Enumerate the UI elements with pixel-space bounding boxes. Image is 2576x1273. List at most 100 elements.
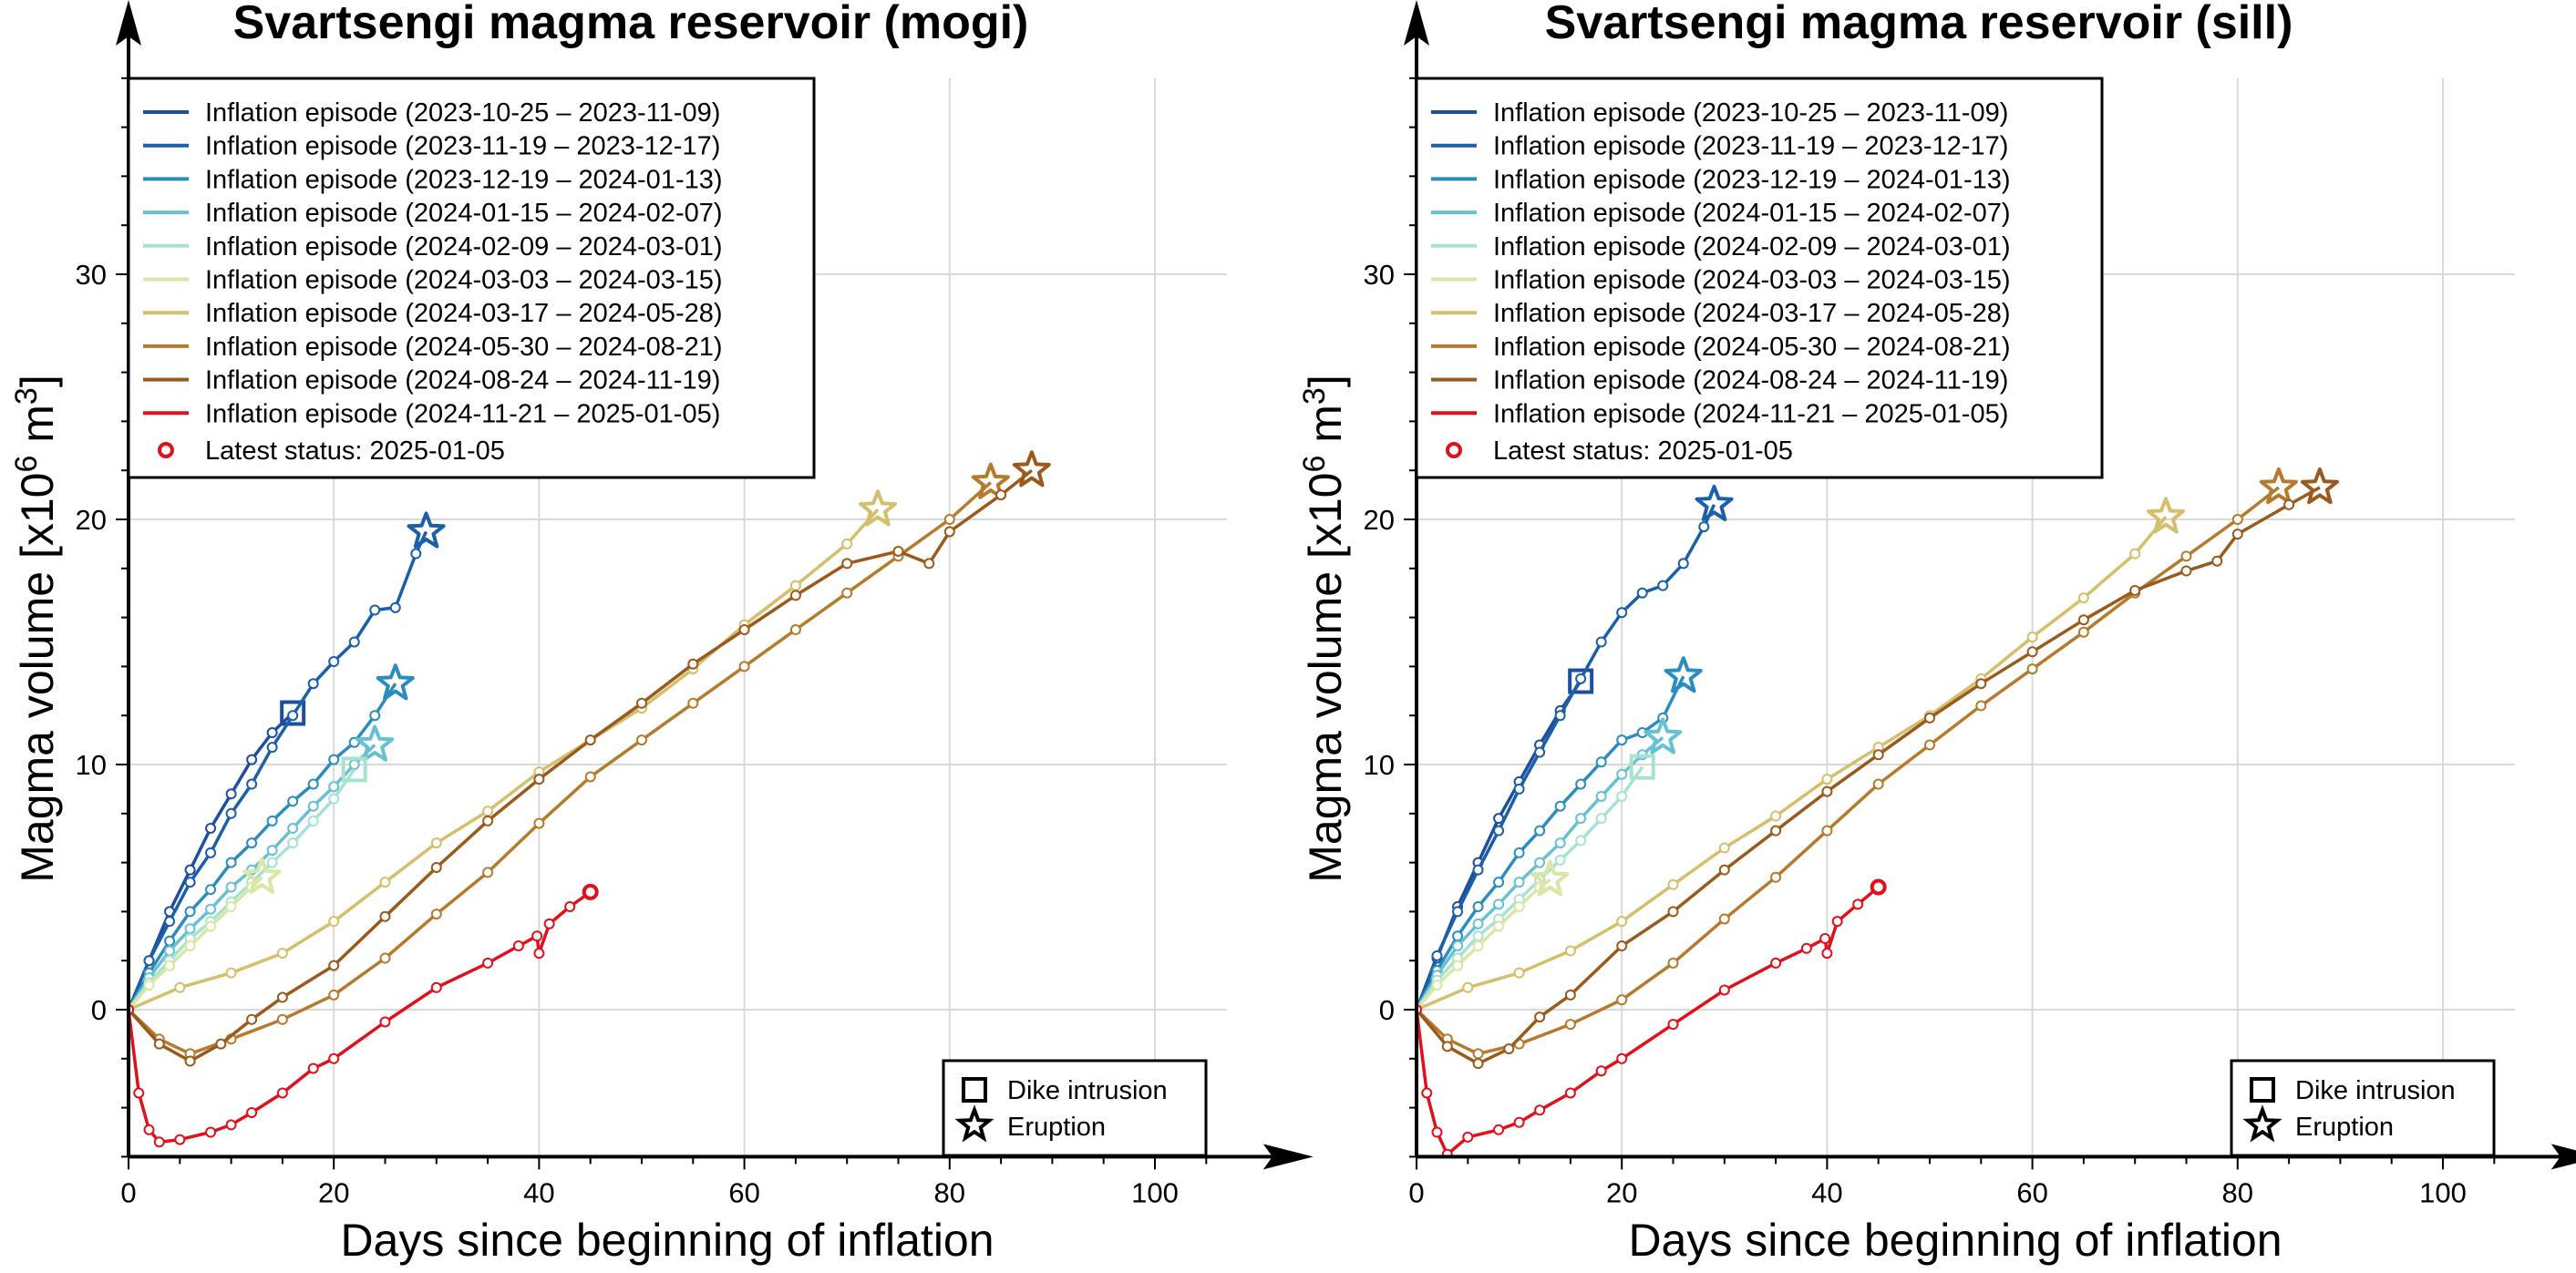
data-point: [1595, 1065, 1607, 1077]
x-tick-label: 0: [120, 1176, 136, 1208]
data-point: [1513, 901, 1525, 913]
data-point: [2026, 631, 2038, 643]
legend-label: Inflation episode (2023-10-25 – 2023-11-…: [1493, 98, 2008, 128]
data-point: [287, 822, 299, 834]
data-point: [225, 857, 237, 868]
data-point: [1872, 749, 1884, 761]
panel-sill: Svartsengi magma reservoir (sill) Days s…: [1297, 0, 2576, 1266]
legend-rows: Inflation episode (2023-10-25 – 2023-11-…: [143, 98, 723, 428]
legend-label: Inflation episode (2024-08-24 – 2024-11-…: [205, 366, 720, 395]
legend-label: Inflation episode (2023-11-19 – 2023-12-…: [1493, 132, 2008, 161]
data-point: [1472, 1058, 1484, 1070]
legend-entry: Inflation episode (2024-01-15 – 2024-02-…: [1431, 199, 2011, 228]
data-point: [995, 489, 1007, 501]
data-point: [215, 1038, 227, 1050]
data-point: [1575, 778, 1587, 790]
data-point: [531, 930, 543, 942]
y-ticks: 0 10 20 30: [76, 259, 107, 1026]
data-point: [266, 857, 278, 868]
eruption-marker: [1530, 859, 1570, 897]
data-point: [1472, 1048, 1484, 1060]
data-point: [348, 636, 360, 648]
data-point: [307, 815, 319, 826]
series-line: [128, 890, 592, 1145]
x-axis-label: Days since beginning of inflation: [340, 1215, 994, 1266]
data-point: [2026, 663, 2038, 675]
data-point: [379, 910, 391, 922]
data-point: [1554, 800, 1566, 812]
latest-status-marker-icon: [158, 442, 174, 458]
legend-entry: Inflation episode (2024-05-30 – 2024-08-…: [1431, 333, 2011, 362]
data-point: [1472, 864, 1484, 876]
legend-entry: Inflation episode (2024-03-17 – 2024-05-…: [143, 299, 723, 328]
eruption-label: Eruption: [1007, 1113, 1106, 1142]
data-point: [584, 771, 596, 783]
data-point: [636, 697, 647, 709]
legend-label: Inflation episode (2024-03-03 – 2024-03-…: [1493, 266, 2011, 295]
data-point: [225, 788, 237, 800]
data-point: [1770, 957, 1782, 969]
eruption-marker: [2300, 467, 2339, 505]
data-point: [841, 538, 853, 549]
data-point: [1564, 1019, 1576, 1031]
data-point: [1718, 864, 1730, 876]
data-point: [430, 909, 442, 920]
legend-label: Inflation episode (2024-01-15 – 2024-02-…: [205, 199, 723, 228]
x-ticks: 0 20 40 60 80 100: [1408, 1176, 2466, 1208]
data-point: [533, 774, 545, 785]
data-point: [307, 678, 319, 690]
series-line: [1416, 486, 2321, 1065]
data-point: [328, 1052, 340, 1064]
data-point: [369, 604, 381, 616]
data-point: [636, 734, 647, 746]
data-point: [184, 923, 196, 935]
data-point: [184, 940, 196, 952]
y-tick-label: 0: [91, 994, 107, 1026]
data-point: [1595, 636, 1607, 648]
data-point: [533, 817, 545, 829]
eruption-marker: [2259, 467, 2298, 505]
data-point: [1554, 710, 1566, 722]
square-icon: [2250, 1077, 2275, 1103]
panel-mogi: Svartsengi magma reservoir (mogi) Days s…: [9, 0, 1314, 1266]
data-point: [482, 815, 494, 826]
data-point: [1472, 930, 1484, 942]
star-icon: [954, 1104, 994, 1143]
dike-intrusion-marker: [1568, 668, 1594, 694]
data-point: [1616, 768, 1628, 780]
data-point: [1421, 1087, 1433, 1099]
data-point: [1821, 948, 1833, 960]
data-point: [1975, 700, 1987, 712]
legend-label: Inflation episode (2024-01-15 – 2024-02-…: [1493, 199, 2011, 228]
legend-entry: Inflation episode (2024-03-03 – 2024-03-…: [1431, 266, 2011, 295]
data-point: [143, 1124, 155, 1135]
series-line: [1416, 516, 2168, 1011]
data-point: [2129, 585, 2141, 597]
data-point: [1534, 1011, 1546, 1023]
data-point: [1493, 898, 1505, 910]
data-point: [1452, 930, 1464, 942]
data-point: [1872, 778, 1884, 790]
data-point: [1595, 790, 1607, 802]
data-point: [225, 881, 237, 893]
data-point: [1616, 940, 1628, 952]
data-point: [482, 806, 494, 817]
data-point: [2231, 514, 2243, 525]
legend-label: Inflation episode (2023-12-19 – 2024-01-…: [1493, 165, 2011, 194]
data-point: [287, 837, 299, 849]
data-point: [1472, 901, 1484, 913]
legend-label: Inflation episode (2024-03-17 – 2024-05-…: [1493, 299, 2011, 328]
data-point: [1616, 994, 1628, 1006]
y-axis-label: Magma volume [x106 m3]: [9, 375, 63, 883]
legend-box: [127, 77, 816, 479]
data-point: [184, 1055, 196, 1067]
eruption-marker: [1695, 484, 1734, 521]
legend-entry: Inflation episode (2024-02-09 – 2024-03-…: [143, 232, 723, 262]
series-episode-9: [128, 450, 1051, 1067]
data-point: [1657, 580, 1669, 591]
data-point: [1462, 981, 1474, 993]
data-point: [184, 906, 196, 918]
eruption-marker: [2147, 497, 2185, 534]
legend-entry: Inflation episode (2023-10-25 – 2023-11-…: [143, 98, 720, 128]
legend-entry: Inflation episode (2024-01-15 – 2024-02-…: [143, 199, 723, 228]
